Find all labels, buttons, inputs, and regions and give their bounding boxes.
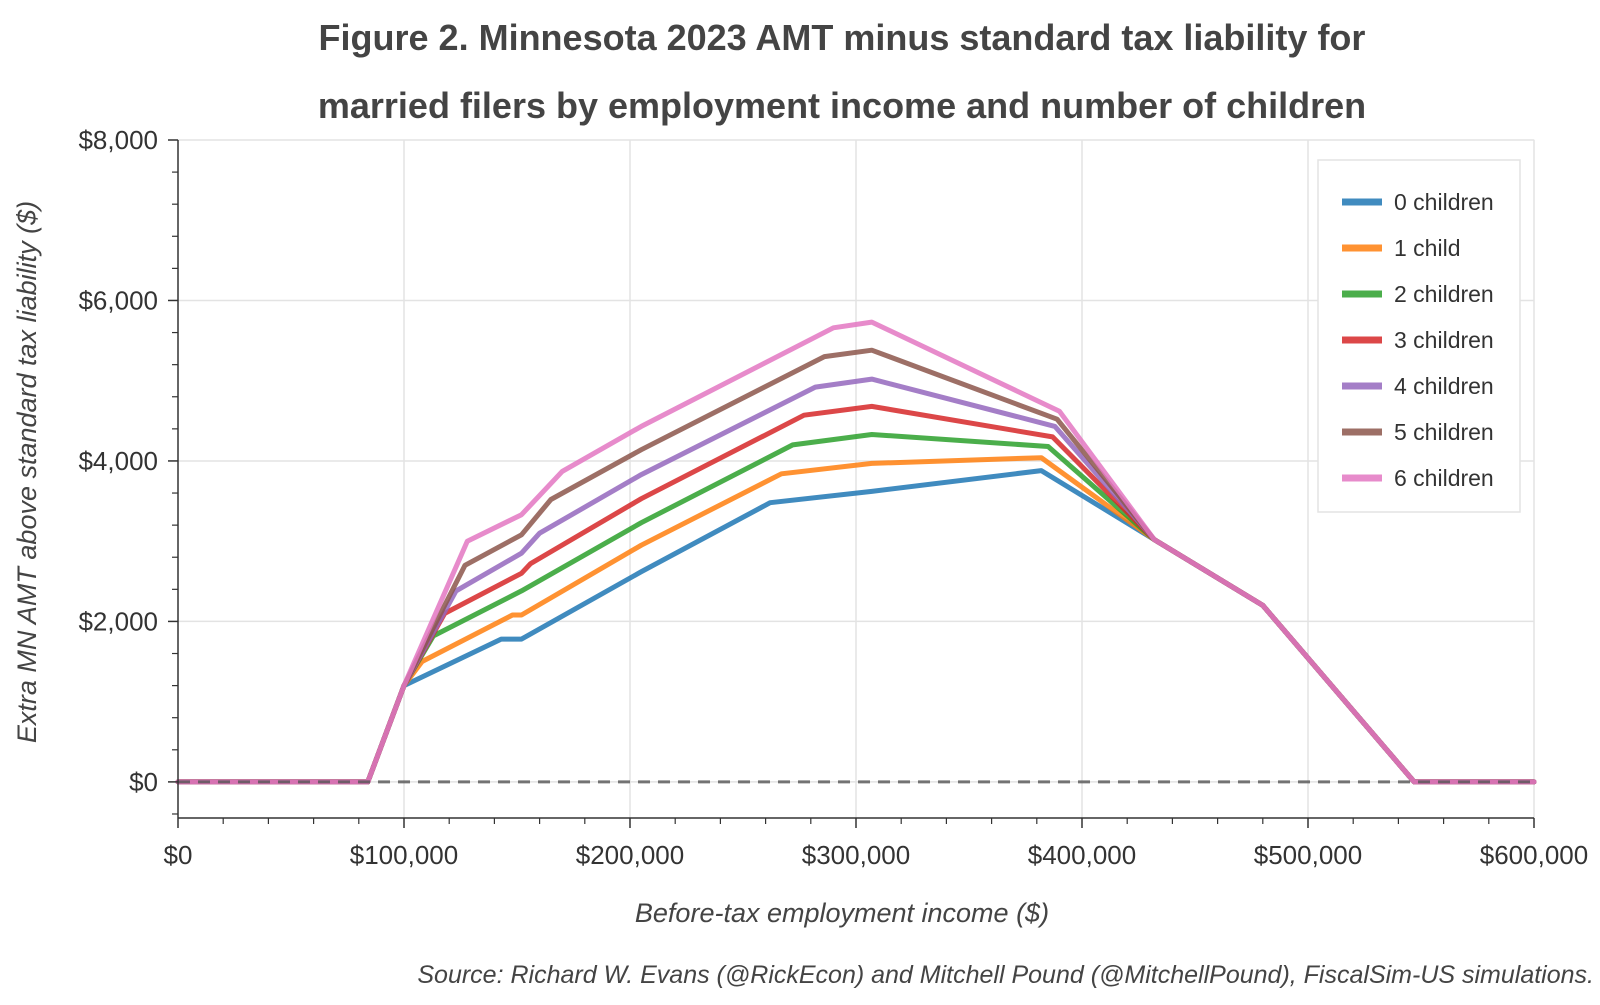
axes: $0 $100,000 $200,000 $300,000 $400,000 $500,0… <box>78 125 1588 870</box>
x-tick-label: $0 <box>164 840 193 870</box>
chart-title-line-1: Figure 2. Minnesota 2023 AMT minus stand… <box>319 17 1366 58</box>
x-tick-label: $300,000 <box>802 840 910 870</box>
legend-label-1: 1 child <box>1394 235 1460 261</box>
source-note: Source: Richard W. Evans (@RickEcon) and… <box>417 961 1594 989</box>
y-axis-label: Extra MN AMT above standard tax liabilit… <box>12 201 42 743</box>
x-tick-label: $200,000 <box>576 840 684 870</box>
chart-title-line-2: married filers by employment income and … <box>318 85 1366 126</box>
x-axis-label: Before-tax employment income ($) <box>635 898 1049 928</box>
legend-box <box>1317 159 1521 513</box>
y-tick-label: $2,000 <box>78 606 158 636</box>
x-tick-label: $600,000 <box>1480 840 1588 870</box>
x-tick-label: $500,000 <box>1254 840 1362 870</box>
legend-label-3: 3 children <box>1394 327 1494 353</box>
y-tick-label: $6,000 <box>78 285 158 315</box>
legend-label-5: 5 children <box>1394 419 1494 445</box>
x-tick-label: $400,000 <box>1028 840 1136 870</box>
plot-area <box>175 319 1537 785</box>
legend-label-6: 6 children <box>1394 465 1494 491</box>
y-tick-label: $4,000 <box>78 446 158 476</box>
y-tick-label: $8,000 <box>78 125 158 155</box>
x-tick-label: $100,000 <box>350 840 458 870</box>
legend-label-0: 0 children <box>1394 189 1494 215</box>
y-tick-label: $0 <box>129 767 158 797</box>
legend-label-4: 4 children <box>1394 373 1494 399</box>
series-line-6 <box>175 319 1537 785</box>
legend: 0 children 1 child 2 children 3 children 4 c… <box>1317 159 1521 513</box>
legend-label-2: 2 children <box>1394 281 1494 307</box>
